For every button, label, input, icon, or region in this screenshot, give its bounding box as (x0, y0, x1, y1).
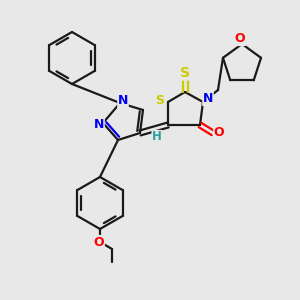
Text: O: O (214, 127, 224, 140)
Text: H: H (152, 130, 162, 143)
Text: N: N (118, 94, 128, 107)
Text: S: S (155, 94, 164, 106)
Text: O: O (235, 32, 245, 46)
Text: N: N (203, 92, 213, 106)
Text: O: O (94, 236, 104, 248)
Text: N: N (94, 118, 104, 130)
Text: S: S (180, 66, 190, 80)
